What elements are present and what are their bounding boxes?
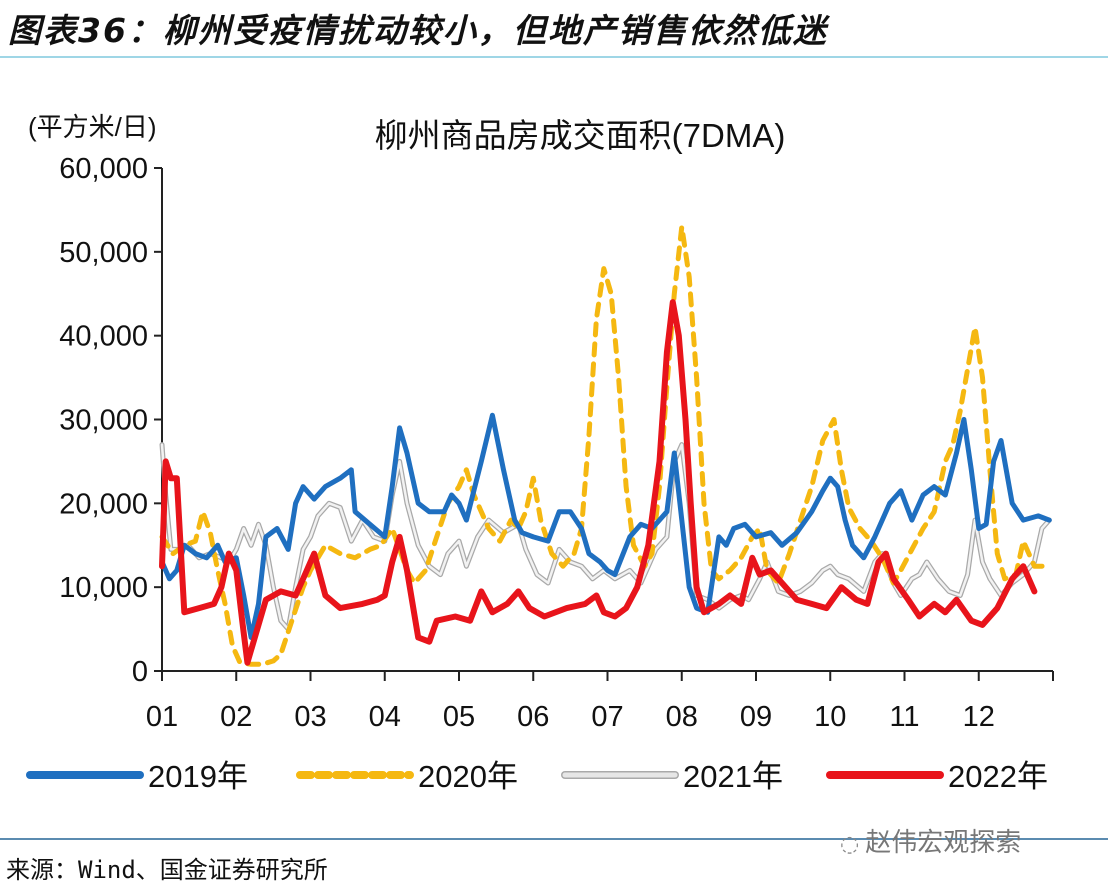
line-chart: (平方米/日) 柳州商品房成交面积(7DMA) 0 10,000 20,000 30,… — [26, 112, 1054, 794]
x-tick-label: 04 — [369, 701, 401, 733]
y-axis: 0 10,000 20,000 30,000 40,000 50,000 60,000 — [59, 153, 163, 688]
figure-title: 图表36：柳州受疫情扰动较小，但地产销售依然低迷 — [8, 11, 828, 50]
source-note: 来源：Wind、国金证券研究所 — [6, 856, 328, 884]
y-tick-label: 50,000 — [59, 237, 148, 269]
y-tick-label: 0 — [132, 656, 148, 688]
legend-item: 2019年 — [26, 759, 248, 794]
legend-item: 2021年 — [561, 759, 783, 794]
legend-label: 2021年 — [683, 759, 783, 794]
wechat-icon: ◌ — [840, 832, 860, 857]
y-tick-label: 30,000 — [59, 405, 148, 437]
x-tick-label: 01 — [146, 701, 178, 733]
x-tick-label: 02 — [220, 701, 252, 733]
watermark-text: 赵伟宏观探索 — [865, 828, 1022, 858]
x-tick-label: 03 — [294, 701, 326, 733]
series-line-2019年 — [159, 412, 1052, 640]
x-tick-label: 05 — [443, 701, 475, 733]
legend-label: 2022年 — [948, 759, 1048, 794]
x-tick-label: 06 — [517, 701, 549, 733]
legend-item: 2022年 — [826, 759, 1048, 794]
series-lines — [159, 224, 1052, 667]
series-line-2021年 — [160, 443, 1051, 631]
y-axis-label: (平方米/日) — [28, 112, 157, 142]
chart-title: 柳州商品房成交面积(7DMA) — [375, 117, 786, 154]
x-tick-label: 07 — [591, 701, 623, 733]
x-tick-label: 09 — [740, 701, 772, 733]
legend-label: 2020年 — [418, 759, 518, 794]
legend: 2019年 2020年 2021年 2022年 — [26, 759, 1048, 794]
x-axis: 01 02 03 04 05 06 07 08 09 10 11 12 — [146, 670, 1054, 733]
y-tick-label: 40,000 — [59, 321, 148, 353]
series-line-2022年 — [159, 299, 1038, 666]
x-tick-label: 11 — [889, 701, 919, 733]
title-divider — [0, 56, 1108, 58]
legend-label: 2019年 — [148, 759, 248, 794]
x-tick-label: 10 — [814, 701, 846, 733]
footer-divider — [0, 838, 1108, 840]
x-tick-label: 12 — [963, 701, 995, 733]
y-tick-label: 10,000 — [59, 572, 148, 604]
series-line-2020年 — [159, 224, 1049, 667]
series-line-outline-2021年 — [159, 442, 1052, 632]
legend-item: 2020年 — [296, 759, 518, 794]
y-tick-label: 60,000 — [59, 153, 148, 185]
x-tick-label: 08 — [666, 701, 698, 733]
y-tick-label: 20,000 — [59, 488, 148, 520]
watermark: ◌ 赵伟宏观探索 — [840, 822, 1021, 859]
